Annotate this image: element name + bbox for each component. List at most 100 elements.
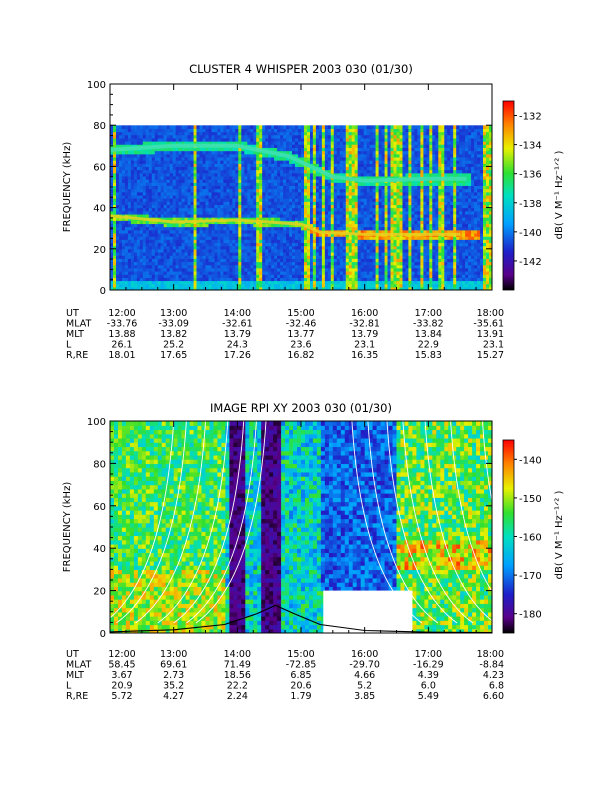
spectrogram-cell: [250, 198, 254, 202]
spectrogram-cell: [357, 236, 362, 240]
spectrogram-cell: [202, 233, 207, 237]
spectrogram-cell: [181, 153, 186, 158]
spectrogram-cell: [307, 137, 311, 142]
spectrogram-cell: [190, 156, 195, 161]
spectrogram-cell: [318, 207, 323, 212]
spectrogram-cell: [244, 150, 248, 155]
spectrogram-cell: [336, 147, 341, 152]
spectrogram-cell: [139, 175, 144, 180]
spectrogram-cell: [256, 141, 260, 145]
spectrogram-cell: [387, 264, 392, 269]
spectrogram-cell: [256, 166, 260, 171]
spectrogram-cell: [139, 156, 144, 161]
spectrogram-cell: [205, 223, 210, 228]
spectrogram-cell: [214, 147, 219, 152]
spectrogram-cell: [381, 125, 386, 129]
spectrogram-cell: [169, 274, 174, 278]
spectrogram-cell: [369, 271, 374, 275]
spectrogram-cell: [110, 239, 114, 244]
spectrogram-cell: [265, 175, 269, 180]
spectrogram-cell: [304, 182, 308, 186]
spectrogram-cell: [145, 242, 150, 247]
spectrogram-cell: [157, 131, 162, 136]
spectrogram-cell: [342, 283, 347, 288]
spectrogram-cell: [390, 252, 395, 256]
spectrogram-cell: [133, 248, 138, 253]
spectrogram-cell: [310, 280, 314, 285]
spectrogram-cell: [372, 271, 377, 275]
spectrogram-cell: [262, 156, 266, 161]
spectrogram-cell: [124, 271, 129, 275]
spectrogram-cell: [277, 179, 281, 183]
spectrogram-cell: [295, 264, 299, 269]
spectrogram-cell: [307, 134, 311, 139]
spectrogram-cell: [205, 188, 210, 193]
spectrogram-cell: [381, 267, 386, 272]
spectrogram-cell: [136, 255, 141, 259]
spectrogram-cell: [372, 147, 377, 152]
spectrogram-cell: [378, 188, 383, 193]
spectrogram-cell: [217, 166, 221, 171]
spectrogram-cell: [145, 267, 150, 272]
spectrogram-cell: [133, 286, 138, 290]
spectrogram-cell: [351, 194, 356, 199]
spectrogram-cell: [229, 163, 233, 167]
spectrogram-cell: [124, 245, 129, 250]
spectrogram-cell: [268, 223, 272, 228]
spectrogram-cell: [336, 242, 341, 247]
spectrogram-cell: [330, 252, 335, 256]
spectrogram-cell: [372, 252, 377, 256]
spectrogram-cell: [333, 210, 338, 215]
spectrogram-cell: [360, 125, 365, 129]
spectrogram-cell: [166, 242, 171, 247]
spectrogram-cell: [116, 258, 120, 263]
spectrogram-cell: [304, 267, 308, 272]
spectrogram-cell: [163, 204, 168, 209]
spectrogram-cell: [327, 194, 332, 199]
spectrogram-cell: [315, 255, 320, 259]
spectrogram-cell: [142, 258, 147, 263]
spectrogram-cell: [223, 166, 227, 171]
spectrogram-cell: [289, 128, 293, 133]
spectrogram-cell: [229, 255, 233, 259]
spectrogram-cell: [187, 160, 192, 164]
spectrogram-cell: [307, 213, 311, 218]
spectrogram-cell: [304, 283, 308, 288]
spectrogram-cell: [133, 185, 138, 190]
spectrogram-cell: [298, 201, 302, 206]
spectrogram-cell: [187, 175, 192, 180]
spectrogram-cell: [160, 255, 165, 259]
spectrogram-cell: [315, 134, 320, 139]
spectrogram-cell: [333, 286, 338, 290]
spectrogram-cell: [339, 207, 344, 212]
spectrogram-cell: [145, 283, 150, 288]
spectrogram-cell: [265, 131, 269, 136]
spectrogram-cell: [345, 264, 350, 269]
spectrogram-cell: [253, 131, 257, 136]
spectrogram-cell: [268, 147, 272, 152]
spectrogram-cell: [211, 141, 216, 145]
spectrogram-cell: [315, 283, 320, 288]
spectrogram-cell: [199, 160, 204, 164]
spectrogram-cell: [142, 242, 147, 247]
spectrogram-cell: [130, 198, 135, 202]
spectrogram-cell: [119, 144, 123, 148]
spectrogram-cell: [145, 210, 150, 215]
spectrogram-cell: [295, 207, 299, 212]
spectrogram-cell: [154, 166, 159, 171]
spectrogram-cell: [259, 223, 263, 228]
spectrogram-cell: [298, 286, 302, 290]
spectrogram-cell: [160, 217, 165, 221]
spectrogram-cell: [169, 280, 174, 285]
spectrogram-cell: [271, 280, 275, 285]
spectrogram-cell: [384, 229, 389, 234]
spectrogram-cell: [298, 125, 302, 129]
spectrogram-cell: [113, 226, 117, 231]
spectrogram-cell: [127, 213, 132, 218]
spectrogram-cell: [163, 239, 168, 244]
spectrogram-cell: [235, 160, 239, 164]
spectrogram-cell: [259, 166, 263, 171]
spectrogram-cell: [301, 242, 305, 247]
spectrogram-cell: [202, 194, 207, 199]
spectrogram-cell: [259, 198, 263, 202]
